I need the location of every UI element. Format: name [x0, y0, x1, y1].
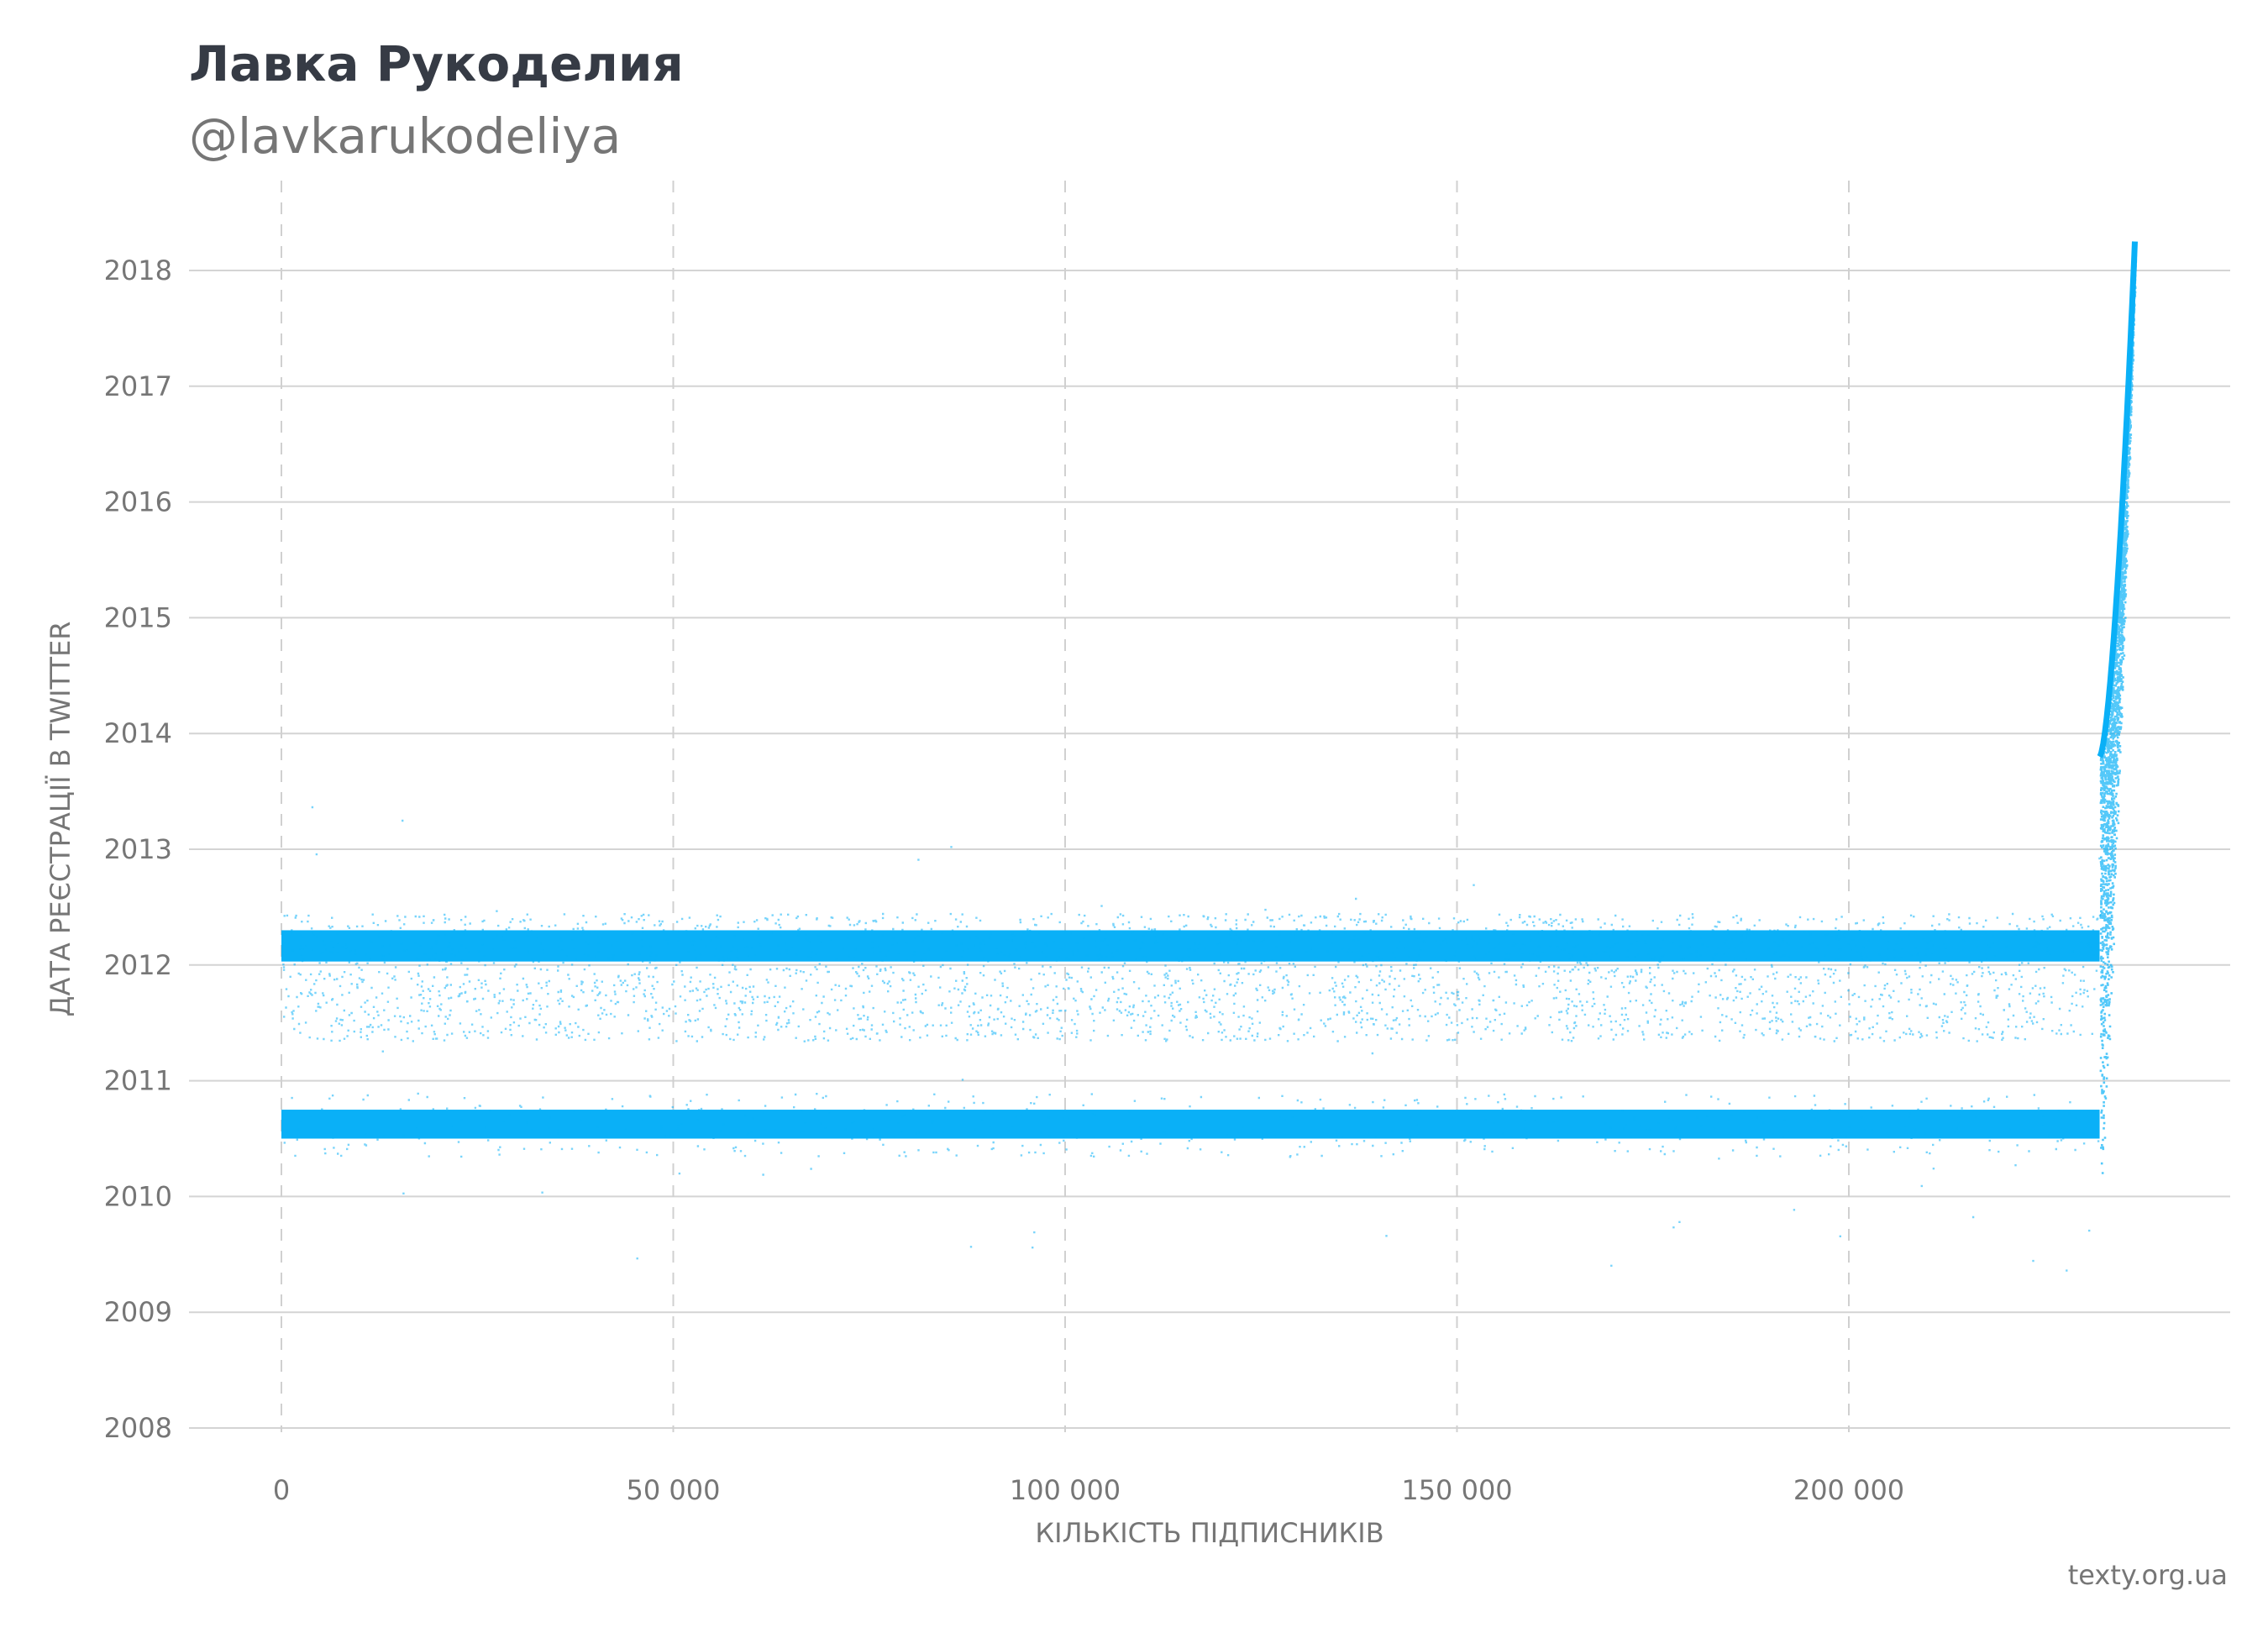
dense-band — [281, 930, 2100, 962]
y-tick-label: 2016 — [104, 486, 172, 518]
data-points — [281, 241, 2138, 1272]
tail-core-line — [2097, 241, 2138, 759]
y-tick-label: 2017 — [104, 370, 172, 402]
y-tick-label: 2011 — [104, 1065, 172, 1097]
y-tick-label: 2012 — [104, 949, 172, 981]
horizontal-gridlines — [189, 270, 2230, 1429]
chart-title: Лавка Рукоделия — [189, 35, 684, 92]
x-tick-label: 100 000 — [1010, 1474, 1121, 1506]
y-tick-label: 2018 — [104, 255, 172, 286]
sparse-points — [282, 806, 2102, 1272]
x-axis-label: КІЛЬКІСТЬ ПІДПИСНИКІВ — [1035, 1517, 1383, 1549]
dense-band — [281, 1110, 2100, 1139]
y-tick-label: 2015 — [104, 601, 172, 633]
chart-subtitle: @lavkarukodeliya — [189, 108, 622, 165]
source-credit: texty.org.ua — [2067, 1559, 2228, 1591]
x-axis-ticks: 0 50 000 100 000 150 000 200 000 — [273, 1474, 1904, 1506]
x-tick-label: 0 — [273, 1474, 290, 1506]
y-tick-label: 2008 — [104, 1412, 172, 1444]
x-tick-label: 150 000 — [1401, 1474, 1512, 1506]
y-tick-label: 2009 — [104, 1296, 172, 1328]
x-tick-label: 200 000 — [1793, 1474, 1904, 1506]
y-tick-label: 2014 — [104, 717, 172, 749]
vertical-gridlines — [281, 181, 1850, 1432]
tail-points — [2099, 245, 2138, 1174]
y-axis-label: ДАТА РЕЄСТРАЦІЇ В TWITTER — [45, 621, 76, 1016]
y-tick-label: 2010 — [104, 1180, 172, 1212]
y-tick-label: 2013 — [104, 833, 172, 865]
y-axis-ticks: 2008 2009 2010 2011 2012 2013 2014 2015 2016 2017… — [104, 255, 172, 1444]
x-tick-label: 50 000 — [627, 1474, 721, 1506]
